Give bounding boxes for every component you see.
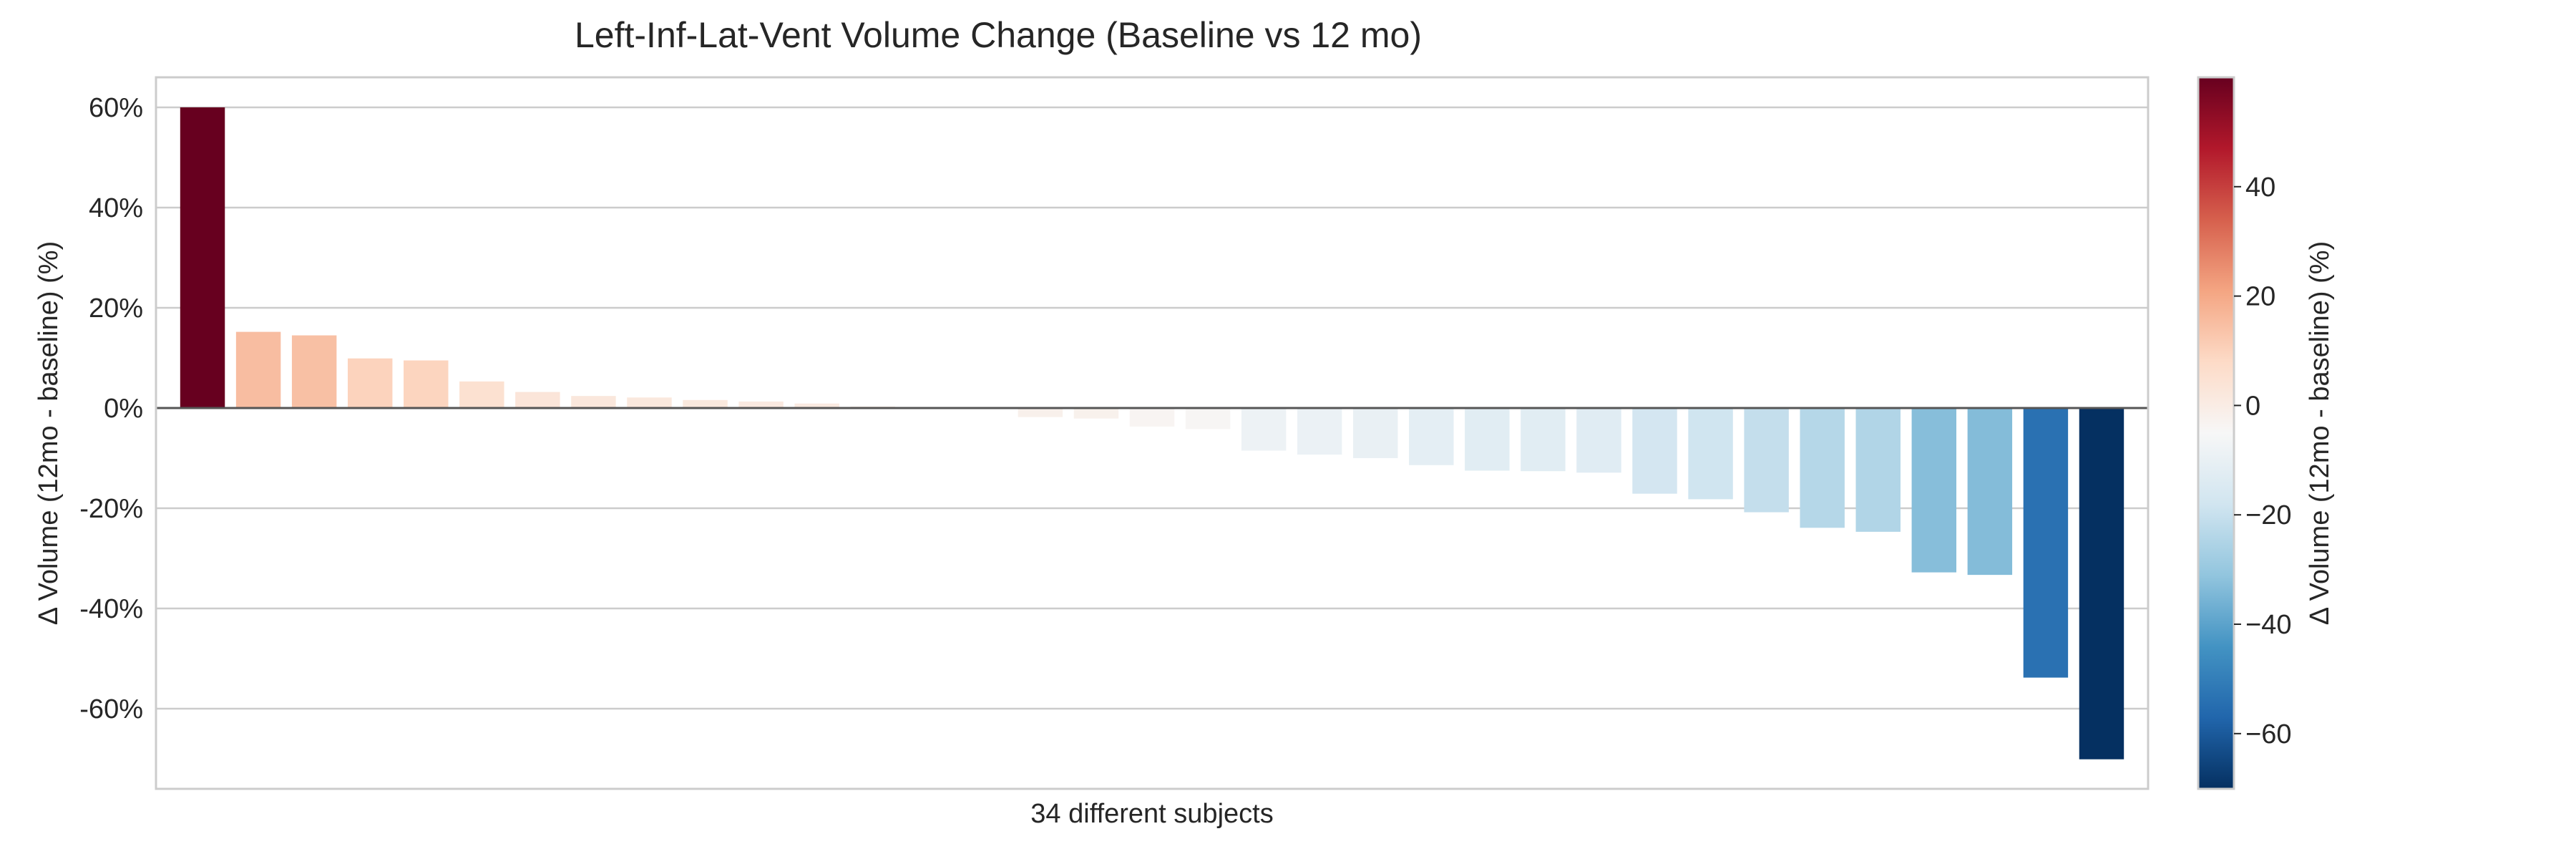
colorbar-tick-label: −20 <box>2245 500 2291 530</box>
colorbar-tick-label: 0 <box>2245 391 2260 421</box>
colorbar-tick-label: −40 <box>2245 610 2291 640</box>
x-axis-label: 34 different subjects <box>1030 799 1273 829</box>
y-tick-label: 0% <box>104 394 143 424</box>
bar <box>1967 408 2013 576</box>
y-tick-label: 20% <box>89 293 143 324</box>
bar <box>2023 408 2069 678</box>
bar <box>1465 408 1510 471</box>
bar <box>1800 408 1845 528</box>
bar <box>794 403 839 408</box>
bar <box>291 335 337 408</box>
bar <box>235 331 281 408</box>
colorbar: 40 20 0 −20 −40 −60 Δ Volume (12mo - baseline… <box>2197 76 2335 790</box>
bar <box>1297 408 1342 455</box>
bar <box>1744 408 1789 513</box>
bar <box>347 358 393 408</box>
bar <box>1911 408 1957 573</box>
y-tick-label: -40% <box>79 594 143 624</box>
bar <box>738 401 784 408</box>
bar <box>2079 408 2124 759</box>
bar <box>1576 408 1621 473</box>
bar <box>1855 408 1901 532</box>
bar <box>515 392 560 408</box>
colorbar-tick-label: −60 <box>2245 719 2291 749</box>
bar <box>1073 408 1119 419</box>
y-tick-label: 60% <box>89 93 143 123</box>
chart-title: Left-Inf-Lat-Vent Volume Change (Baselin… <box>575 15 1422 55</box>
bar <box>1241 408 1287 451</box>
bar <box>1632 408 1677 494</box>
bar <box>459 381 504 408</box>
plot-frame <box>155 76 2150 790</box>
bar <box>1185 408 1231 430</box>
bar <box>1018 408 1063 417</box>
colorbar-tick-label: 40 <box>2245 173 2275 203</box>
bar <box>180 107 225 408</box>
bar <box>627 397 672 408</box>
y-tick-labels: 60% 40% 20% 0% -20% -40% -60% <box>79 93 143 724</box>
bar <box>1688 408 1733 500</box>
bar <box>1129 408 1175 427</box>
colorbar-label: Δ Volume (12mo - baseline) (%) <box>2305 241 2335 626</box>
y-tick-label: -60% <box>79 694 143 724</box>
y-tick-label: -20% <box>79 494 143 524</box>
colorbar-ticks: 40 20 0 −20 −40 −60 <box>2234 173 2291 749</box>
bar <box>1409 408 1454 465</box>
bar <box>683 399 728 408</box>
y-axis-label: Δ Volume (12mo - baseline) (%) <box>34 241 64 626</box>
y-tick-label: 40% <box>89 193 143 223</box>
bar <box>571 396 616 408</box>
bar <box>404 360 449 408</box>
colorbar-tick-label: 20 <box>2245 282 2275 312</box>
bar <box>1521 408 1566 472</box>
colorbar-gradient <box>2197 76 2235 790</box>
bars <box>180 107 2124 759</box>
bar <box>1353 408 1398 458</box>
